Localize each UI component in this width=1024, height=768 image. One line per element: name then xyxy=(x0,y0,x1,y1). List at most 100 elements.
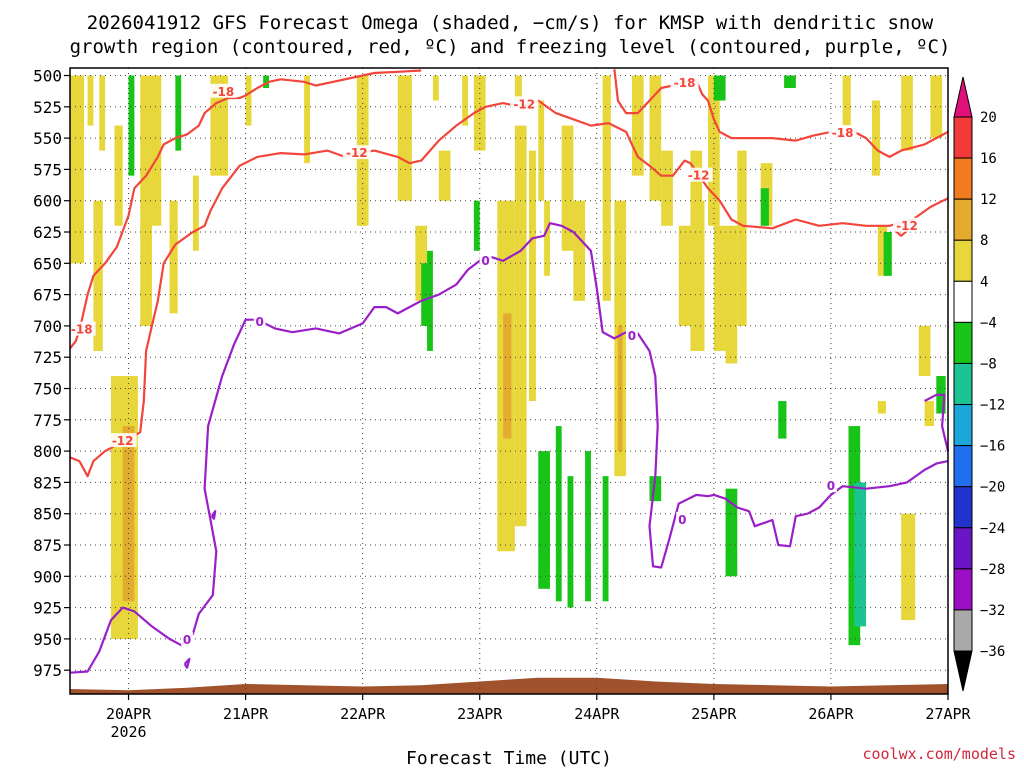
contour-label-7: -12 xyxy=(688,169,710,183)
contour-label-4: -12 xyxy=(112,434,134,448)
contour-label-0: -18 xyxy=(71,323,93,337)
omega-cell-48 xyxy=(877,225,888,276)
colorbar-label-8: −16 xyxy=(980,439,1005,455)
omega-cell-14 xyxy=(304,75,310,164)
colorbar-segment-5 xyxy=(953,321,973,364)
colorbar-label-7: −12 xyxy=(980,398,1005,414)
contour-label-14: 0 xyxy=(183,633,191,647)
omega-cell-12 xyxy=(169,200,178,314)
omega-cell-6 xyxy=(140,75,152,326)
omega-cell-54 xyxy=(901,513,916,621)
omega-shading xyxy=(70,75,946,646)
omega-cell-30 xyxy=(573,200,586,301)
colorbar-segment-10 xyxy=(953,527,973,570)
omega-cell-19 xyxy=(438,150,451,201)
contour-label-8: -12 xyxy=(896,219,918,233)
chart-title-line-1: 2026041912 GFS Forecast Omega (shaded, −… xyxy=(87,12,934,34)
omega-cell-66 xyxy=(649,476,662,502)
omega-cell-4 xyxy=(93,200,103,351)
contour-labels: -18 -18 -18 -18 -12 -12 -12 -12 -12 0 0 0 0 0 0 xyxy=(67,75,922,647)
colorbar-label-6: −8 xyxy=(980,356,997,372)
contour-label-bg-8 xyxy=(893,217,922,232)
x-tick-label-20APR: 20APR xyxy=(106,705,152,723)
contour-label-9: 0 xyxy=(255,315,263,329)
omega-cell-41 xyxy=(713,225,726,351)
omega-cell-69 xyxy=(784,75,796,89)
omega-cell-53 xyxy=(924,401,934,427)
y-tick-label-800: 800 xyxy=(33,442,62,461)
omega-cell-68 xyxy=(760,188,769,226)
omega-cell-59 xyxy=(427,250,433,351)
colorbar-label-4: 4 xyxy=(980,274,988,290)
freezing-contour-0 xyxy=(69,222,949,674)
omega-cell-29 xyxy=(561,125,574,251)
colorbar-segment-7 xyxy=(953,404,973,447)
contour-label-10: 0 xyxy=(481,254,489,268)
contours xyxy=(69,69,950,674)
omega-cell-37 xyxy=(678,225,691,326)
omega-cell-49 xyxy=(901,75,913,151)
contour-label-bg-1 xyxy=(209,83,238,98)
contour-label-bg-10 xyxy=(479,252,492,267)
omega-cell-46 xyxy=(842,75,851,126)
omega-cell-1 xyxy=(87,75,94,126)
colorbar-label-5: −4 xyxy=(980,315,997,331)
omega-cell-70 xyxy=(725,488,738,577)
omega-cell-60 xyxy=(473,200,480,251)
dgz-contour-0 xyxy=(69,69,422,350)
colorbar-segment-3 xyxy=(953,239,973,282)
omega-cell-3 xyxy=(105,75,117,226)
y-tick-label-500: 500 xyxy=(33,67,62,86)
colorbar-label-10: −24 xyxy=(980,521,1005,537)
colorbar-segment-6 xyxy=(953,362,973,406)
contour-label-3: -18 xyxy=(832,126,854,140)
y-tick-label-625: 625 xyxy=(33,223,62,242)
y-tick-label-950: 950 xyxy=(33,630,62,649)
terrain xyxy=(70,677,948,694)
colorbar-label-1: 16 xyxy=(980,151,997,167)
omega-cell-20 xyxy=(462,75,469,126)
contour-label-1: -18 xyxy=(213,85,235,99)
y-tick-label-875: 875 xyxy=(33,536,62,555)
omega-cell-31 xyxy=(602,75,611,301)
omega-cell-27 xyxy=(538,100,545,201)
omega-cell-36 xyxy=(661,150,673,226)
x-tick-label-24APR: 24APR xyxy=(574,705,620,723)
omega-cell-52 xyxy=(877,401,886,414)
omega-cell-50 xyxy=(930,75,943,139)
omega-cell-58 xyxy=(421,263,429,326)
omega-cell-0 xyxy=(70,75,85,264)
contour-label-bg-11 xyxy=(625,327,638,342)
colorbar-segment-4 xyxy=(953,280,973,323)
colorbar-label-11: −28 xyxy=(980,562,1005,578)
omega-cell-26 xyxy=(528,150,536,402)
omega-cell-25 xyxy=(514,75,522,101)
y-tick-label-925: 925 xyxy=(33,599,62,618)
contour-label-bg-0 xyxy=(67,321,96,336)
contour-label-13: 0 xyxy=(827,479,835,493)
freezing-contour-3 xyxy=(183,657,191,669)
x-axis-title: Forecast Time (UTC) xyxy=(406,748,612,768)
x-tick-label-27APR: 27APR xyxy=(925,705,971,723)
colorbar-segment-0 xyxy=(953,116,973,159)
x-tick-year-label: 2026 xyxy=(110,723,146,741)
y-tick-label-725: 725 xyxy=(33,348,62,367)
colorbar-label-13: −36 xyxy=(980,644,1005,660)
colorbar-segment-11 xyxy=(953,568,973,611)
colorbar-label-0: 20 xyxy=(980,110,997,126)
omega-cell-42 xyxy=(725,225,738,364)
contour-label-12: 0 xyxy=(678,513,686,527)
y-axis-pressure-levels: 500 525 550 575 600 625 650 675 700 725 750 775 800 8… xyxy=(33,67,70,680)
freezing-contour-1 xyxy=(924,393,950,452)
y-tick-label-700: 700 xyxy=(33,317,62,336)
omega-cell-75 xyxy=(854,482,867,627)
colorbar-segment-2 xyxy=(953,198,973,241)
omega-cell-40 xyxy=(708,75,720,226)
contour-label-5: -12 xyxy=(346,146,368,160)
contour-label-bg-9 xyxy=(253,314,266,329)
contour-label-bg-6 xyxy=(510,96,539,111)
omega-cell-47 xyxy=(871,100,881,176)
contour-label-bg-4 xyxy=(108,433,137,448)
omega-cell-63 xyxy=(567,476,574,608)
omega-cell-57 xyxy=(263,75,270,89)
